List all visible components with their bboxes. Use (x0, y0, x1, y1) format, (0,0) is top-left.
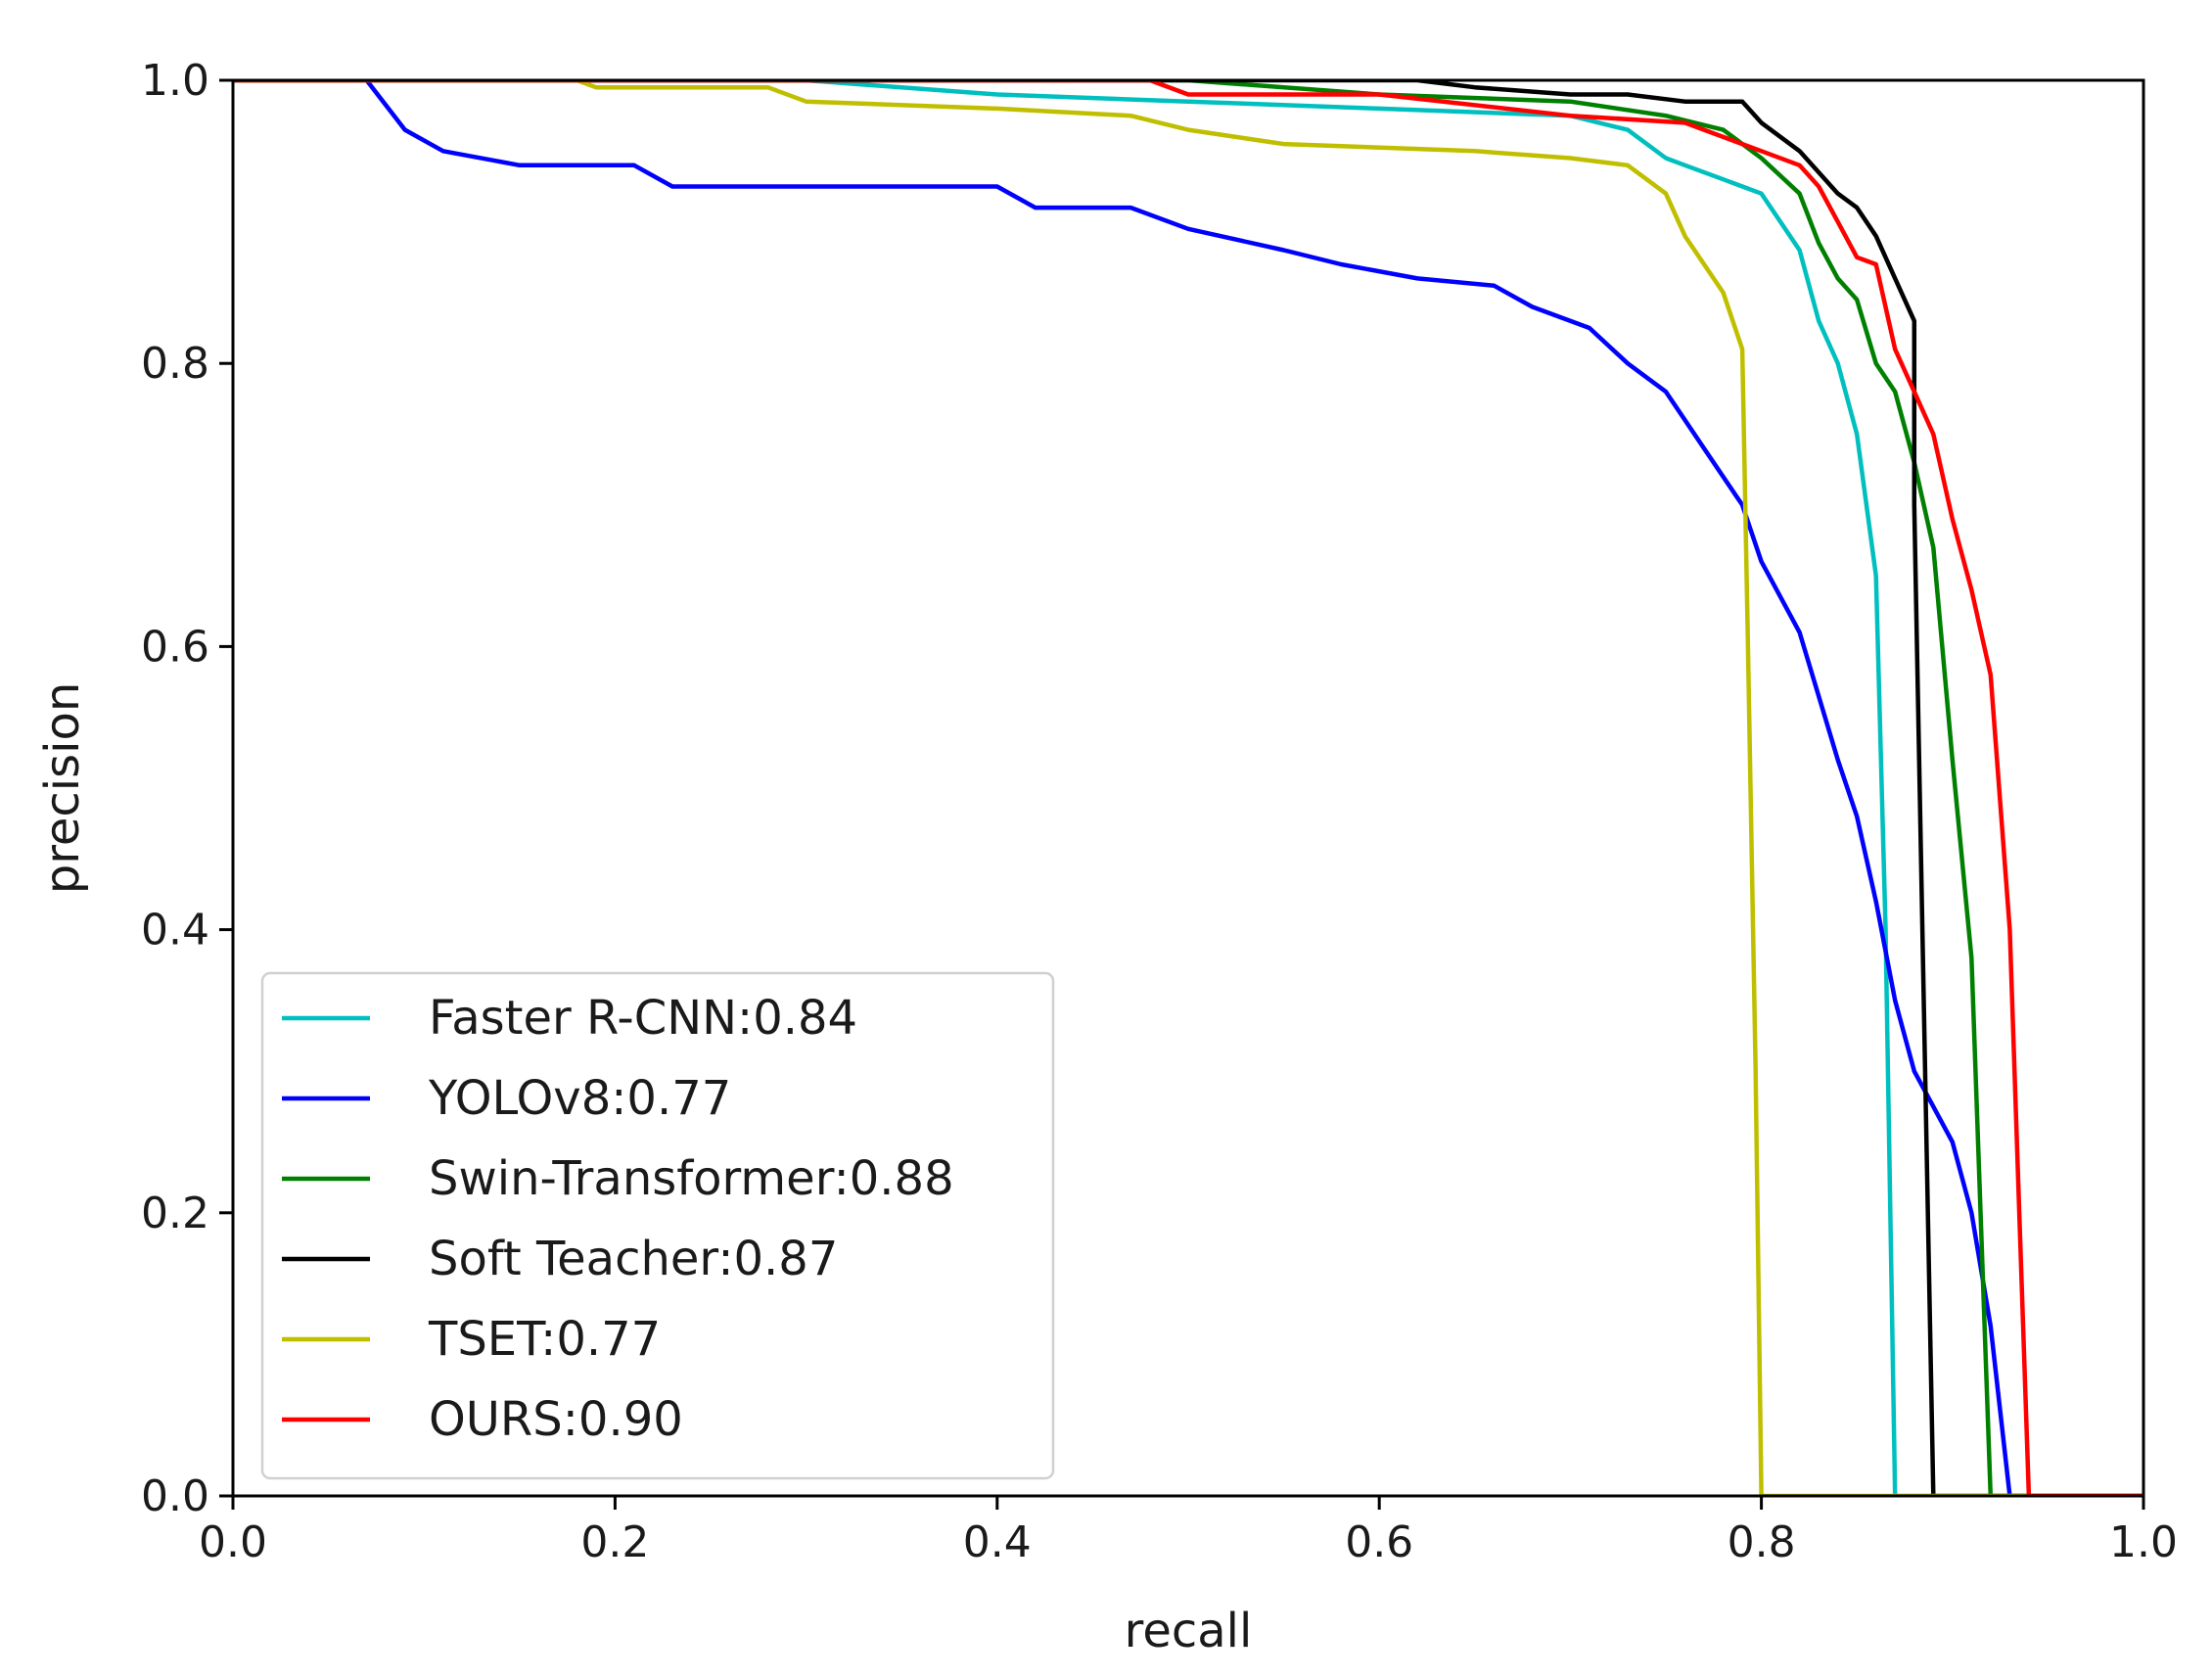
ticks-layer: 0.0 0.2 0.4 0.6 0.8 1.0 0.0 0.2 0.4 0.6 0.8 1.0 (141, 56, 2178, 1567)
x-tick-label: 1.0 (2109, 1517, 2178, 1567)
plot-frame (231, 78, 2145, 1498)
series-line-3 (233, 80, 2143, 1496)
y-tick-label: 0.4 (141, 906, 209, 956)
x-tick-label: 0.6 (1345, 1517, 1413, 1567)
legend-entry: Soft Teacher:0.87 (429, 1232, 838, 1286)
x-axis-title: recall (1125, 1604, 1253, 1658)
y-tick-label: 1.0 (141, 56, 209, 106)
series-line-1 (233, 80, 2143, 1496)
series-line-2 (233, 80, 2143, 1496)
series-layer (233, 80, 2143, 1496)
y-tick-label: 0.8 (141, 339, 209, 389)
series-line-5 (233, 80, 2143, 1496)
y-tick-label: 0.0 (141, 1471, 209, 1521)
series-line-4 (233, 80, 2143, 1496)
y-axis-title: precision (35, 682, 90, 895)
series-line-6 (233, 80, 2143, 1496)
y-tick-label: 0.6 (141, 622, 209, 672)
legend: Faster R-CNN:0.84 YOLOv8:0.77 Swin-Transfo… (260, 971, 1055, 1480)
legend-box (260, 971, 1055, 1480)
legend-entry: YOLOv8:0.77 (428, 1071, 731, 1126)
y-tick-label: 0.2 (141, 1189, 209, 1238)
x-tick-label: 0.4 (963, 1517, 1032, 1567)
x-tick-label: 0.8 (1728, 1517, 1796, 1567)
legend-entry: Faster R-CNN:0.84 (429, 991, 857, 1046)
legend-entry: OURS:0.90 (429, 1392, 683, 1447)
legend-entry: Swin-Transformer:0.88 (429, 1151, 954, 1206)
x-tick-label: 0.0 (199, 1517, 267, 1567)
x-tick-label: 0.2 (580, 1517, 649, 1567)
legend-entry: TSET:0.77 (428, 1312, 661, 1367)
